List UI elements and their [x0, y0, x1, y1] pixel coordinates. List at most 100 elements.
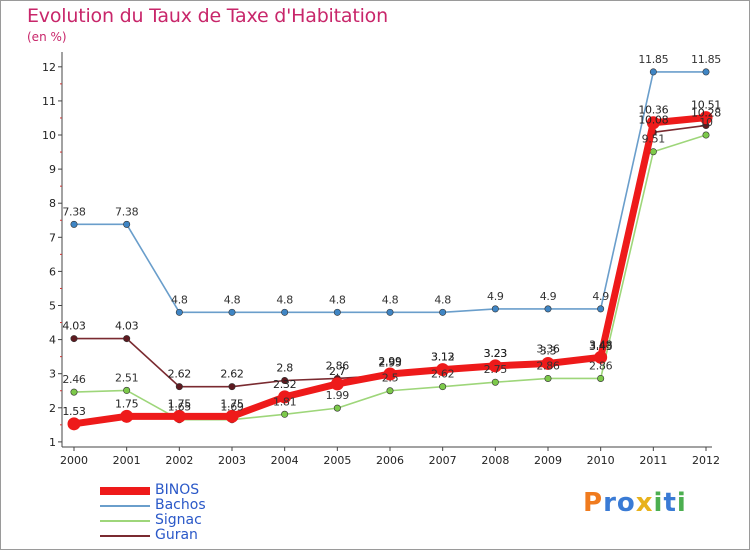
- data-label-signac: 2.86: [536, 359, 560, 372]
- data-point-signac: [649, 148, 657, 156]
- data-point-bachos: [281, 308, 289, 316]
- data-point-binos: [172, 409, 186, 423]
- y-tick-label: 10: [42, 129, 56, 142]
- data-point-binos: [541, 356, 555, 370]
- y-tick-label: 8: [49, 197, 56, 210]
- x-tick-label: 2011: [639, 454, 667, 467]
- data-point-binos: [383, 367, 397, 381]
- data-point-binos: [594, 350, 608, 364]
- data-point-binos: [699, 111, 713, 125]
- data-point-binos: [225, 409, 239, 423]
- logo-letter: i: [676, 488, 687, 518]
- data-point-signac: [386, 387, 394, 395]
- data-point-binos: [330, 377, 344, 391]
- data-point-guran: [123, 335, 131, 343]
- data-label-guran: 3.23: [484, 347, 508, 360]
- x-tick-label: 2000: [60, 454, 88, 467]
- data-label-bachos: 11.85: [638, 53, 668, 66]
- y-tick-label: 2: [49, 402, 56, 415]
- x-tick-label: 2004: [271, 454, 299, 467]
- data-label-signac: 1.65: [168, 401, 192, 414]
- data-label-binos: 10.36: [638, 104, 668, 117]
- data-label-bachos: 4.8: [382, 293, 399, 306]
- data-point-bachos: [491, 305, 499, 313]
- legend-swatch-binos: [100, 487, 150, 495]
- data-label-bachos: 4.8: [329, 293, 346, 306]
- logo-letter: t: [663, 488, 677, 518]
- series-line-bachos: [73, 71, 707, 314]
- chart-subtitle: (en %): [27, 30, 67, 44]
- legend-label-guran: Guran: [155, 527, 198, 543]
- y-tick-label: 9: [49, 163, 56, 176]
- data-label-guran: 3.43: [589, 340, 613, 353]
- y-tick-label: 3: [49, 368, 56, 381]
- data-label-bachos: 7.38: [62, 205, 86, 218]
- data-label-binos: 1.75: [168, 397, 192, 410]
- data-label-signac: 1.81: [273, 395, 296, 408]
- x-tick-label: 2001: [113, 454, 141, 467]
- data-point-bachos: [386, 308, 394, 316]
- chart-legend: BINOS Bachos Signac Guran: [100, 482, 260, 544]
- data-point-signac: [281, 410, 289, 418]
- data-point-signac: [597, 374, 605, 382]
- data-point-bachos: [123, 220, 131, 228]
- data-point-signac: [439, 383, 447, 391]
- data-label-bachos: 4.9: [487, 290, 504, 303]
- logo-letter: P: [583, 488, 604, 518]
- proxiti-logo: Proxiti: [583, 488, 687, 518]
- data-label-binos: 2.7: [329, 365, 346, 378]
- data-label-bachos: 7.38: [115, 205, 139, 218]
- data-label-guran: 3.36: [536, 342, 560, 355]
- x-tick-label: 2005: [323, 454, 351, 467]
- data-label-bachos: 4.8: [171, 293, 188, 306]
- x-tick-label: 2003: [218, 454, 246, 467]
- x-tick-label: 2007: [429, 454, 457, 467]
- legend-label-bachos: Bachos: [155, 497, 206, 513]
- data-point-bachos: [702, 68, 710, 76]
- data-point-signac: [70, 388, 78, 396]
- logo-letter: o: [616, 488, 636, 518]
- data-point-bachos: [333, 308, 341, 316]
- legend-item-signac: Signac: [100, 512, 260, 529]
- data-point-bachos: [597, 305, 605, 313]
- data-label-guran: 3.13: [431, 350, 455, 363]
- data-point-signac: [333, 404, 341, 412]
- data-label-signac: 2.46: [62, 373, 86, 386]
- data-point-binos: [67, 417, 81, 431]
- data-label-guran: 2.8: [276, 362, 293, 375]
- data-label-guran: 2.95: [378, 356, 402, 369]
- logo-letter: x: [635, 488, 654, 518]
- data-point-bachos: [175, 308, 183, 316]
- legend-swatch-signac: [100, 520, 150, 522]
- y-tick-label: 11: [42, 95, 56, 108]
- data-label-binos: 10.51: [691, 99, 721, 112]
- data-point-signac: [544, 374, 552, 382]
- x-tick-label: 2008: [481, 454, 509, 467]
- data-label-signac: 1.99: [326, 389, 350, 402]
- data-point-bachos: [228, 308, 236, 316]
- x-tick-label: 2009: [534, 454, 562, 467]
- y-tick-label: 6: [49, 265, 56, 278]
- x-tick-label: 2012: [692, 454, 720, 467]
- x-tick-label: 2006: [376, 454, 404, 467]
- data-label-guran: 2.62: [168, 368, 191, 381]
- data-label-bachos: 4.8: [434, 293, 451, 306]
- data-label-binos: 1.75: [220, 397, 244, 410]
- data-label-signac: 2.62: [431, 368, 454, 381]
- y-tick-label: 12: [42, 61, 56, 74]
- data-label-bachos: 4.9: [592, 290, 609, 303]
- data-label-signac: 1.69: [220, 401, 244, 414]
- data-label-binos: 2.99: [378, 355, 402, 368]
- y-tick-label: 7: [49, 231, 56, 244]
- data-point-guran: [228, 383, 236, 391]
- y-tick-label: 5: [49, 299, 56, 312]
- data-point-bachos: [439, 308, 447, 316]
- legend-item-bachos: Bachos: [100, 497, 260, 514]
- data-label-signac: 10: [699, 116, 713, 129]
- data-label-guran: 10.08: [638, 113, 668, 126]
- data-label-bachos: 4.8: [224, 293, 241, 306]
- data-point-guran: [175, 383, 183, 391]
- data-label-bachos: 4.8: [276, 293, 293, 306]
- data-label-signac: 2.51: [115, 371, 138, 384]
